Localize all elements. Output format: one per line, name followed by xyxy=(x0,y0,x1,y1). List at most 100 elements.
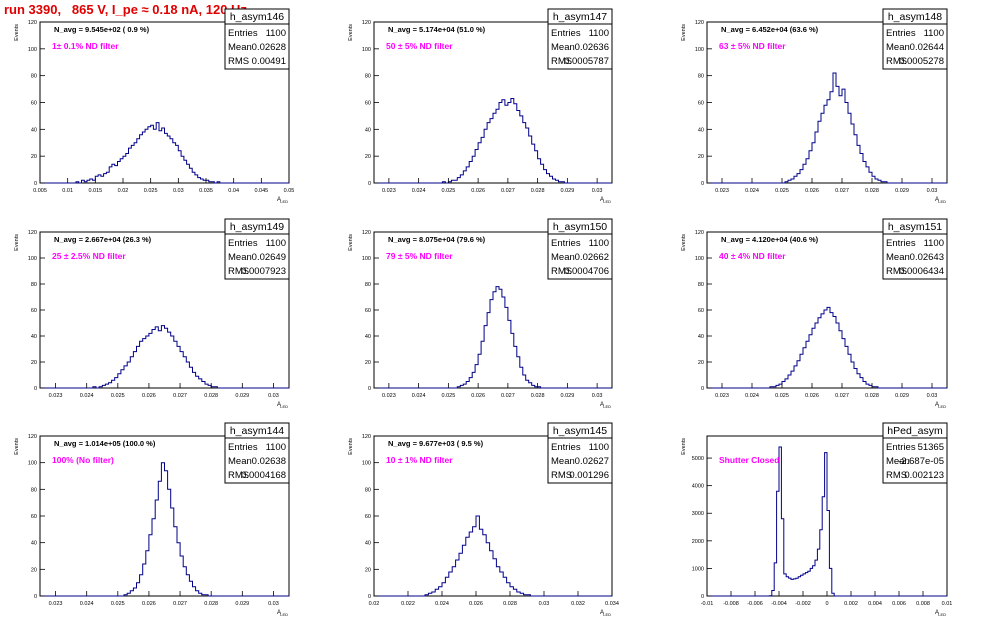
x-axis-label: A xyxy=(600,610,604,616)
stat-label-mean: Mean xyxy=(551,456,575,467)
x-axis-label: A xyxy=(935,402,939,408)
y-tick-label: 0 xyxy=(701,594,704,600)
x-tick-label: 0.024 xyxy=(745,188,759,194)
navg-label: N_avg = 6.452e+04 (63.6 %) xyxy=(721,25,819,34)
histogram-panel: 0.023 0.024 0.025 0.026 0.027 0.028 0.029 0.03 0… xyxy=(348,218,613,409)
x-axis-label-sub: LED xyxy=(603,612,611,617)
y-tick-label: 100 xyxy=(28,461,37,467)
histogram-name: h_asym147 xyxy=(553,11,607,23)
x-tick-label: 0.027 xyxy=(501,393,515,399)
x-tick-label: 0.026 xyxy=(142,601,156,607)
stats-box-frame xyxy=(547,422,613,484)
x-tick-label: 0.027 xyxy=(173,393,187,399)
y-tick-label: 0 xyxy=(34,594,37,600)
y-tick-label: 120 xyxy=(362,434,371,440)
x-tick-label: 0.029 xyxy=(895,393,909,399)
x-tick-label: 0.028 xyxy=(865,188,879,194)
x-tick-label: 0.029 xyxy=(235,393,249,399)
x-tick-label: 0.028 xyxy=(204,393,218,399)
y-tick-label: 40 xyxy=(365,541,371,547)
x-axis-label-sub: LED xyxy=(280,404,288,409)
navg-label: N_avg = 5.174e+04 (51.0 %) xyxy=(388,25,486,34)
y-axis-label: Events xyxy=(348,234,354,251)
x-tick-label: 0.04 xyxy=(228,188,239,194)
x-tick-label: 0.025 xyxy=(775,188,789,194)
y-tick-label: 4000 xyxy=(692,484,704,490)
y-axis-label: Events xyxy=(14,24,20,41)
x-tick-label: 0.008 xyxy=(916,601,930,607)
x-tick-label: 0.026 xyxy=(805,188,819,194)
stat-value-mean: 0.02636 xyxy=(575,42,609,53)
x-tick-label: 0.026 xyxy=(805,393,819,399)
stat-label-entries: Entries xyxy=(551,442,581,453)
stat-label-rms: RMS xyxy=(886,266,907,277)
x-tick-label: 0.023 xyxy=(715,393,729,399)
histogram-panel: 0.005 0.01 0.015 0.02 0.025 0.03 0.035 0.04 0.04… xyxy=(14,8,295,204)
histogram-panel: 0.023 0.024 0.025 0.026 0.027 0.028 0.029 0.03 0… xyxy=(348,8,613,204)
y-tick-label: 120 xyxy=(28,20,37,26)
y-tick-label: 20 xyxy=(31,567,37,573)
x-tick-label: 0.028 xyxy=(204,601,218,607)
y-tick-label: 80 xyxy=(698,282,704,288)
y-tick-label: 120 xyxy=(362,20,371,26)
y-tick-label: 120 xyxy=(28,230,37,236)
x-tick-label: 0.029 xyxy=(895,188,909,194)
stat-value-entries: 1100 xyxy=(924,238,944,249)
stat-value-rms: 0.001296 xyxy=(569,470,609,481)
histogram-name: h_asym148 xyxy=(888,11,942,23)
stats-box: hPed_asym Entries 51365 Mean-2.687e-05 RMS0.… xyxy=(882,422,948,484)
y-tick-label: 3000 xyxy=(692,511,704,517)
stat-value-entries: 51365 xyxy=(918,442,944,453)
y-tick-label: 0 xyxy=(368,181,371,187)
y-tick-label: 100 xyxy=(362,47,371,53)
stat-label-entries: Entries xyxy=(551,28,581,39)
stat-label-entries: Entries xyxy=(228,442,258,453)
y-tick-label: 0 xyxy=(34,181,37,187)
stat-value-rms: 0.0005278 xyxy=(899,56,944,67)
y-tick-label: 0 xyxy=(368,594,371,600)
navg-label: N_avg = 4.120e+04 (40.6 %) xyxy=(721,235,819,244)
stat-label-rms: RMS xyxy=(228,266,249,277)
y-tick-label: 80 xyxy=(31,487,37,493)
stat-label-entries: Entries xyxy=(551,238,581,249)
x-tick-label: 0.028 xyxy=(865,393,879,399)
x-tick-label: 0.025 xyxy=(111,393,125,399)
x-tick-label: 0.027 xyxy=(173,601,187,607)
histogram-panel: -0.01 -0.008 -0.006 -0.004 -0.002 0 0.002 0.004… xyxy=(681,422,953,617)
stat-value-rms: 0.0007923 xyxy=(241,266,286,277)
histogram-line xyxy=(40,462,289,597)
stat-label-mean: Mean xyxy=(886,42,910,53)
y-tick-label: 100 xyxy=(28,47,37,53)
y-tick-label: 80 xyxy=(31,74,37,80)
x-tick-label: 0.01 xyxy=(942,601,953,607)
x-tick-label: 0.023 xyxy=(49,601,63,607)
stat-label-mean: Mean xyxy=(228,456,252,467)
x-tick-label: 0.03 xyxy=(927,188,938,194)
stat-label-entries: Entries xyxy=(886,442,916,453)
y-tick-label: 40 xyxy=(31,334,37,340)
y-axis-label: Events xyxy=(14,438,20,455)
y-tick-label: 20 xyxy=(31,154,37,160)
x-tick-label: 0.03 xyxy=(592,393,603,399)
histogram-name: h_asym144 xyxy=(230,425,284,437)
x-tick-label: 0.03 xyxy=(539,601,550,607)
x-axis-label: A xyxy=(600,197,604,203)
histogram-panel: 0.023 0.024 0.025 0.026 0.027 0.028 0.029 0.03 0… xyxy=(14,422,290,617)
histogram-line xyxy=(707,306,947,389)
y-tick-label: 20 xyxy=(365,567,371,573)
stat-value-rms: 0.0004168 xyxy=(241,470,286,481)
x-axis-label: A xyxy=(935,610,939,616)
x-tick-label: 0.05 xyxy=(284,188,295,194)
stat-label-mean: Mean xyxy=(886,456,910,467)
y-tick-label: 20 xyxy=(698,360,704,366)
stats-box: h_asym151 Entries 1100 Mean 0.02643RMS0.0006… xyxy=(882,218,948,280)
stat-value-mean: 0.02643 xyxy=(910,252,944,263)
x-tick-label: 0.024 xyxy=(435,601,449,607)
x-tick-label: 0.032 xyxy=(571,601,585,607)
x-tick-label: 0.03 xyxy=(173,188,184,194)
histogram-panel: 0.023 0.024 0.025 0.026 0.027 0.028 0.029 0.03 0… xyxy=(681,218,948,409)
x-tick-label: 0.025 xyxy=(775,393,789,399)
x-tick-label: 0.029 xyxy=(235,601,249,607)
navg-label: N_avg = 1.014e+05 (100.0 %) xyxy=(54,439,156,448)
histogram-panel: 0.023 0.024 0.025 0.026 0.027 0.028 0.029 0.03 0… xyxy=(14,218,290,409)
